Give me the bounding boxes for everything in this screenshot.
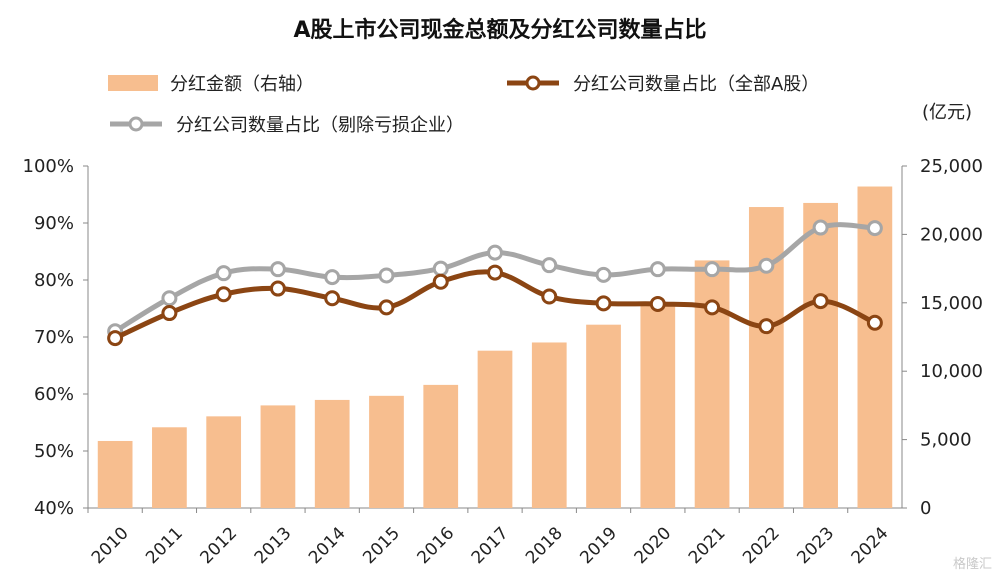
left-axis-tick-label: 80%	[34, 270, 74, 291]
point-all-a	[704, 299, 721, 316]
x-axis-tick-label: 2014	[305, 523, 350, 568]
right-axis-tick-label: 15,000	[920, 293, 983, 314]
point-all-a	[378, 299, 395, 316]
x-axis-tick-label: 2017	[468, 523, 513, 568]
legend-bar-swatch	[108, 75, 158, 91]
point-excl-loss	[704, 261, 721, 278]
x-axis-tick-label: 2012	[196, 523, 241, 568]
x-axis-tick-label: 2018	[522, 523, 567, 568]
legend-item-bar: 分红金额（右轴）	[108, 70, 314, 96]
bar	[260, 405, 296, 508]
legend-item-excl-loss: 分红公司数量占比（剔除亏损企业）	[108, 111, 464, 137]
point-all-a	[866, 314, 883, 331]
point-all-a	[215, 286, 232, 303]
point-excl-loss	[812, 219, 829, 236]
x-axis-tick-label: 2019	[576, 523, 621, 568]
legend-line-swatch-all-a	[507, 75, 559, 91]
point-all-a	[812, 293, 829, 310]
legend-label-excl-loss: 分红公司数量占比（剔除亏损企业）	[176, 115, 464, 136]
left-axis-tick-label: 100%	[23, 156, 74, 177]
point-excl-loss	[324, 269, 341, 286]
legend-label-all-a: 分红公司数量占比（全部A股）	[573, 74, 820, 95]
x-axis-tick-label: 2022	[739, 523, 784, 568]
x-axis-tick-label: 2020	[631, 523, 676, 568]
legend-label-bar: 分红金额（右轴）	[170, 74, 314, 95]
point-excl-loss	[161, 290, 178, 307]
bar	[640, 302, 676, 508]
point-excl-loss	[378, 267, 395, 284]
point-excl-loss	[487, 244, 503, 261]
point-excl-loss	[595, 266, 612, 283]
point-excl-loss	[432, 260, 449, 277]
point-all-a	[649, 295, 666, 312]
x-axis-tick-label: 2010	[88, 523, 133, 568]
point-excl-loss	[649, 261, 666, 278]
right-axis-tick-label: 5,000	[920, 430, 972, 451]
bar	[477, 350, 513, 508]
right-axis-tick-label: 25,000	[920, 156, 983, 177]
bar	[152, 427, 187, 508]
point-all-a	[595, 295, 612, 312]
point-all-a	[758, 318, 775, 335]
bar	[857, 186, 893, 508]
bar	[694, 260, 730, 508]
left-axis-tick-label: 90%	[34, 213, 74, 234]
bar	[369, 395, 404, 508]
left-axis-tick-label: 70%	[34, 327, 74, 348]
x-axis-tick-label: 2015	[359, 523, 404, 568]
right-axis-tick-label: 10,000	[920, 361, 983, 382]
bar	[206, 416, 242, 508]
point-all-a	[107, 330, 124, 347]
point-all-a	[161, 305, 178, 322]
bar	[314, 399, 350, 508]
point-excl-loss	[866, 220, 883, 237]
point-all-a	[487, 264, 503, 281]
point-all-a	[324, 290, 341, 307]
x-axis-tick-label: 2013	[251, 523, 296, 568]
x-axis-tick-label: 2021	[685, 523, 730, 568]
point-excl-loss	[758, 257, 775, 274]
bar	[423, 384, 459, 508]
bar	[97, 440, 133, 508]
point-excl-loss	[269, 261, 286, 278]
legend-line-swatch-excl-loss	[110, 116, 162, 132]
x-axis-tick-label: 2011	[142, 523, 187, 568]
chart-title: A股上市公司现金总额及分红公司数量占比	[293, 18, 707, 43]
point-excl-loss	[541, 257, 558, 274]
right-axis-tick-label: 0	[920, 498, 931, 519]
bar	[531, 342, 567, 508]
bar	[803, 202, 838, 508]
right-axis-tick-label: 20,000	[920, 224, 983, 245]
legend-item-all-a: 分红公司数量占比（全部A股）	[505, 70, 819, 96]
x-axis-tick-label: 2023	[793, 523, 838, 568]
x-axis-tick-label: 2024	[848, 523, 893, 568]
left-axis-tick-label: 40%	[34, 498, 74, 519]
left-axis-tick-label: 50%	[34, 441, 74, 462]
point-all-a	[541, 288, 558, 305]
point-excl-loss	[215, 265, 232, 282]
x-axis-tick-label: 2016	[414, 523, 459, 568]
point-all-a	[432, 273, 449, 290]
point-all-a	[269, 280, 286, 297]
watermark: 格隆汇	[952, 557, 992, 572]
left-axis-tick-label: 60%	[34, 384, 74, 405]
right-axis-unit: (亿元)	[921, 102, 972, 123]
bar	[586, 324, 621, 508]
bar	[748, 207, 784, 509]
